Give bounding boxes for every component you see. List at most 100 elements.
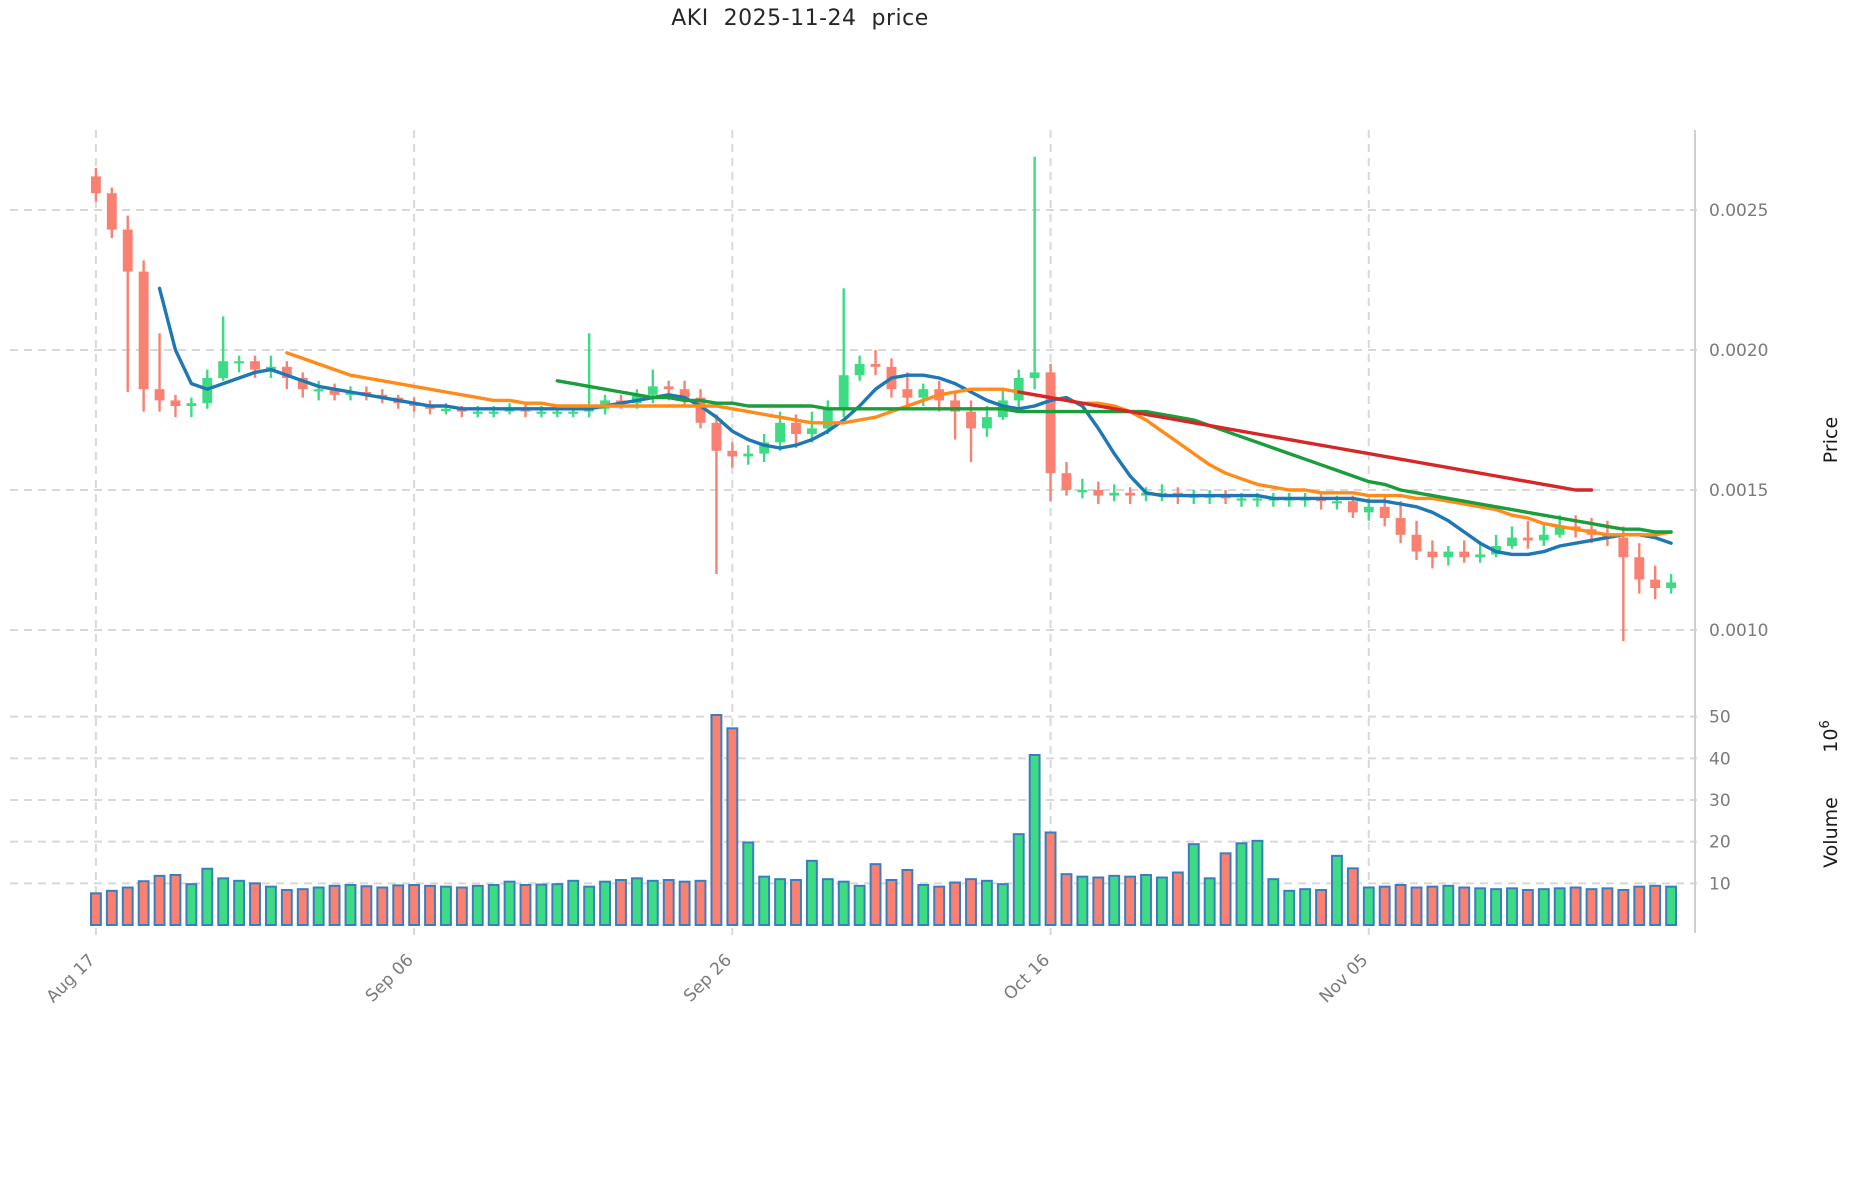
candle-body	[1125, 492, 1136, 496]
volume-bar	[185, 883, 198, 927]
candle-body	[106, 193, 117, 230]
volume-bar	[1585, 888, 1598, 927]
candle-body	[1554, 526, 1565, 535]
candle-body	[1109, 492, 1120, 496]
candle-body	[250, 361, 260, 370]
candle-body	[1061, 473, 1072, 490]
candle-body	[122, 229, 133, 272]
volume-tick-label: 20	[1709, 833, 1731, 853]
volume-bar	[424, 884, 436, 926]
volume-bar	[758, 875, 771, 927]
volume-bar	[1458, 886, 1471, 926]
volume-bar	[662, 879, 675, 926]
candle-body	[759, 442, 770, 454]
ma-line	[285, 351, 1673, 537]
volume-bar	[1267, 878, 1280, 927]
candle-body	[1093, 490, 1104, 496]
candle-body	[806, 428, 817, 434]
volume-bar	[217, 877, 230, 926]
volume-bar	[869, 863, 882, 927]
volume-tick-label: 40	[1709, 749, 1731, 769]
volume-bar	[1490, 888, 1503, 927]
volume-axis-title: Volume	[1820, 797, 1842, 868]
volume-bar	[392, 884, 405, 927]
volume-bar	[455, 886, 468, 926]
candle-body	[281, 366, 292, 378]
volume-bar	[1219, 852, 1232, 926]
volume-bar	[360, 885, 373, 926]
candle-body	[838, 375, 849, 409]
candle-body	[1459, 551, 1470, 558]
volume-bar	[1235, 842, 1248, 926]
volume-bar	[1044, 831, 1057, 926]
volume-bar	[264, 885, 277, 927]
volume-bar	[1537, 888, 1550, 927]
volume-series	[89, 714, 1678, 927]
candle-body	[743, 453, 754, 457]
candle-body	[234, 361, 245, 364]
volume-bar	[1092, 876, 1105, 926]
volume-bar	[1187, 843, 1200, 927]
volume-bar	[1410, 886, 1423, 926]
volume-bar	[885, 879, 898, 926]
volume-bar	[1569, 886, 1582, 926]
volume-bar	[1108, 874, 1121, 926]
volume-bar	[551, 883, 564, 927]
volume-bar	[726, 727, 739, 926]
volume-bar	[535, 883, 548, 926]
candle-body	[950, 400, 961, 412]
volume-bar	[1474, 887, 1487, 926]
candle-body	[791, 422, 801, 434]
volume-bar	[1028, 754, 1041, 926]
volume-tick-label: 10	[1709, 874, 1731, 894]
candle-body	[1347, 501, 1358, 513]
candle-body	[313, 389, 324, 392]
volume-bar	[790, 879, 802, 926]
volume-bar	[646, 879, 659, 926]
price-tick-label: 0.0025	[1709, 201, 1768, 221]
volume-bar	[1283, 889, 1296, 926]
volume-axis-exponent: 106	[1818, 720, 1842, 752]
candle-body	[1013, 378, 1024, 401]
candle-body	[1363, 506, 1374, 513]
volume-bar	[774, 878, 787, 927]
volume-bar	[121, 886, 134, 926]
candle-body	[1634, 557, 1645, 580]
x-tick-label: Sep 06	[362, 950, 418, 1006]
volume-bar	[1346, 867, 1359, 926]
candlestick-series	[90, 156, 1677, 642]
volume-bar	[710, 714, 723, 926]
volume-bar	[996, 883, 1009, 927]
x-tick-label: Oct 16	[1000, 950, 1054, 1004]
volume-bar	[630, 877, 643, 926]
candle-body	[186, 403, 197, 406]
candle-body	[727, 450, 738, 457]
volume-bar	[503, 880, 516, 927]
volume-bar	[1633, 885, 1646, 927]
volume-bar	[280, 889, 293, 926]
ma-line	[1017, 390, 1594, 492]
candle-body	[472, 411, 483, 414]
volume-bar	[1156, 876, 1168, 926]
volume-bar	[965, 878, 977, 927]
candle-body	[536, 411, 547, 414]
volume-bar	[1315, 889, 1327, 926]
volume-bar	[1506, 887, 1518, 926]
volume-bar	[1362, 886, 1375, 926]
volume-bar	[153, 874, 166, 926]
volume-bar	[853, 884, 866, 926]
volume-bar	[615, 879, 627, 926]
candle-body	[1077, 490, 1088, 493]
volume-bar	[1665, 885, 1678, 927]
volume-bar	[201, 867, 214, 926]
price-tick-label: 0.0015	[1709, 481, 1768, 501]
candle-body	[1029, 372, 1040, 378]
volume-bar	[249, 882, 261, 926]
candle-body	[488, 411, 499, 414]
volume-bar	[519, 884, 532, 926]
candle-body	[1252, 498, 1263, 501]
candle-body	[1045, 372, 1056, 474]
volume-bar	[344, 884, 357, 926]
candle-body	[1618, 537, 1629, 558]
